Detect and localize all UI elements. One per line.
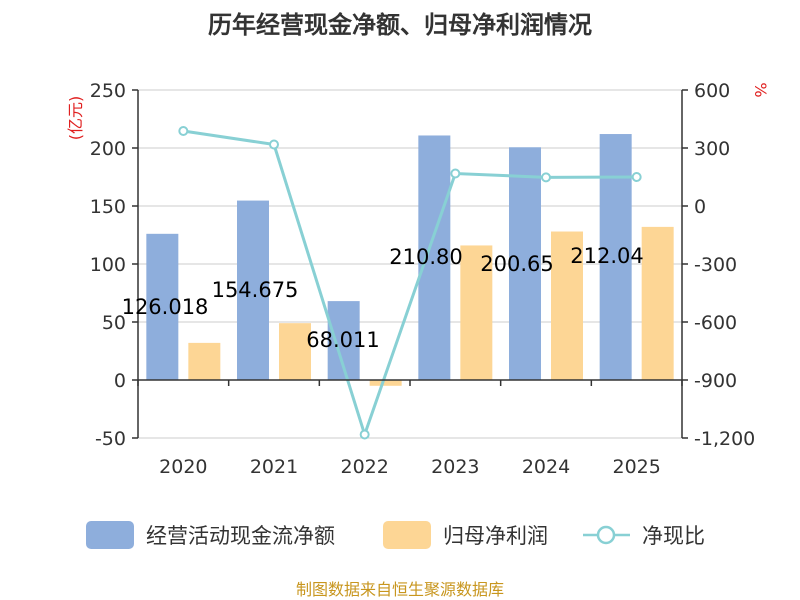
legend: 经营活动现金流净额 归母净利润 净现比 — [86, 521, 705, 549]
data-label: 68.011 — [306, 328, 379, 352]
axes: 250 600 200 300 150 0 100 -300 50 -600 0 -900 -50 -1,… — [90, 80, 756, 478]
ratio-point — [178, 125, 189, 136]
right-tick-label: 600 — [694, 80, 730, 102]
data-label: 126.018 — [122, 295, 209, 319]
ratio-point — [450, 168, 461, 179]
x-tick-label: 2025 — [612, 456, 660, 478]
legend-label-ratio: 净现比 — [642, 524, 705, 548]
x-tick-label: 2023 — [431, 456, 479, 478]
x-tick-label: 2022 — [340, 456, 388, 478]
bar-netprofit — [279, 323, 311, 380]
left-tick-label: 0 — [114, 370, 126, 392]
ratio-point — [269, 139, 279, 150]
bar-netprofit — [551, 231, 583, 380]
left-axis-unit: (亿元) — [66, 96, 85, 141]
right-axis-unit: % — [751, 82, 770, 97]
bar-cashflow — [237, 200, 269, 380]
bar-cashflow — [599, 134, 632, 380]
x-tick-label: 2021 — [250, 456, 298, 478]
x-tick-label: 2024 — [522, 456, 570, 478]
ratio-point — [541, 172, 551, 183]
left-tick-label: 100 — [90, 254, 126, 276]
bar-cashflow — [418, 135, 451, 380]
legend-label-cashflow: 经营活动现金流净额 — [146, 524, 335, 548]
right-tick-label: 0 — [694, 196, 706, 218]
ratio-point — [631, 172, 642, 182]
bar-cashflow — [146, 233, 179, 380]
left-tick-label: 200 — [90, 138, 126, 160]
chart-title: 历年经营现金净额、归母净利润情况 — [208, 11, 592, 39]
left-tick-label: -50 — [95, 428, 126, 450]
ratio-point — [359, 429, 370, 440]
left-tick-label: 250 — [90, 80, 126, 102]
right-tick-label: -600 — [694, 312, 737, 334]
source-note: 制图数据来自恒生聚源数据库 — [296, 580, 504, 599]
data-label: 212.04 — [570, 244, 643, 268]
data-label: 154.675 — [212, 278, 299, 302]
bar-netprofit — [641, 226, 674, 380]
bar-netprofit — [188, 342, 221, 380]
data-label: 210.80 — [389, 245, 462, 269]
legend-swatch-cashflow — [86, 521, 134, 549]
x-tick-label: 2020 — [159, 456, 207, 478]
bars-group — [146, 134, 674, 386]
left-tick-label: 50 — [102, 312, 126, 334]
line-series — [178, 125, 642, 440]
legend-marker-ratio — [596, 525, 616, 545]
bar-netprofit — [460, 245, 493, 380]
bar-cashflow — [509, 147, 541, 380]
data-label: 200.65 — [480, 252, 553, 276]
left-tick-label: 150 — [90, 196, 126, 218]
right-tick-label: -300 — [694, 254, 737, 276]
right-tick-label: -900 — [694, 370, 737, 392]
legend-swatch-netprofit — [383, 521, 431, 549]
legend-label-netprofit: 归母净利润 — [443, 524, 548, 548]
right-tick-label: -1,200 — [694, 428, 755, 450]
ratio-line — [183, 129, 637, 440]
right-tick-label: 300 — [694, 138, 730, 160]
bar-netprofit — [369, 380, 402, 386]
